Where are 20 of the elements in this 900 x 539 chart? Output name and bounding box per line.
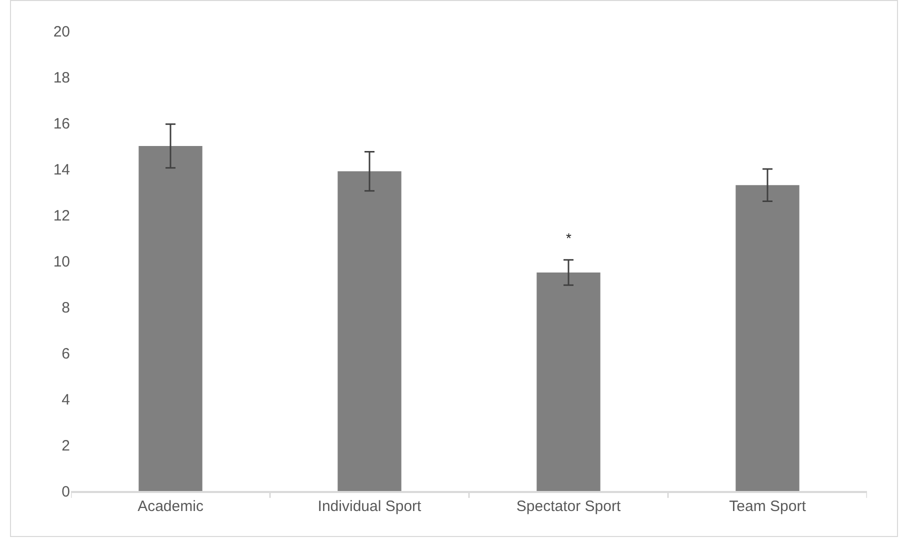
y-tick-label: 4	[62, 391, 70, 408]
y-tick-label: 18	[53, 69, 70, 86]
annotation: *	[566, 230, 572, 246]
y-tick-label: 2	[62, 437, 70, 454]
x-tick-label: Spectator Sport	[516, 498, 622, 515]
bar	[736, 185, 800, 491]
x-tick-label: Academic	[138, 498, 204, 515]
bar	[536, 272, 600, 491]
x-tick-label: Team Sport	[729, 498, 807, 515]
x-tick-label: Individual Sport	[318, 498, 422, 515]
y-tick-label: 16	[53, 115, 70, 132]
bar	[138, 146, 202, 491]
y-tick-label: 10	[53, 253, 70, 270]
y-tick-label: 0	[62, 483, 70, 500]
y-tick-label: 20	[53, 23, 70, 40]
y-tick-label: 12	[53, 207, 70, 224]
bar	[338, 171, 402, 491]
y-tick-label: 6	[62, 345, 70, 362]
y-tick-label: 8	[62, 299, 70, 316]
y-tick-label: 14	[53, 161, 70, 178]
